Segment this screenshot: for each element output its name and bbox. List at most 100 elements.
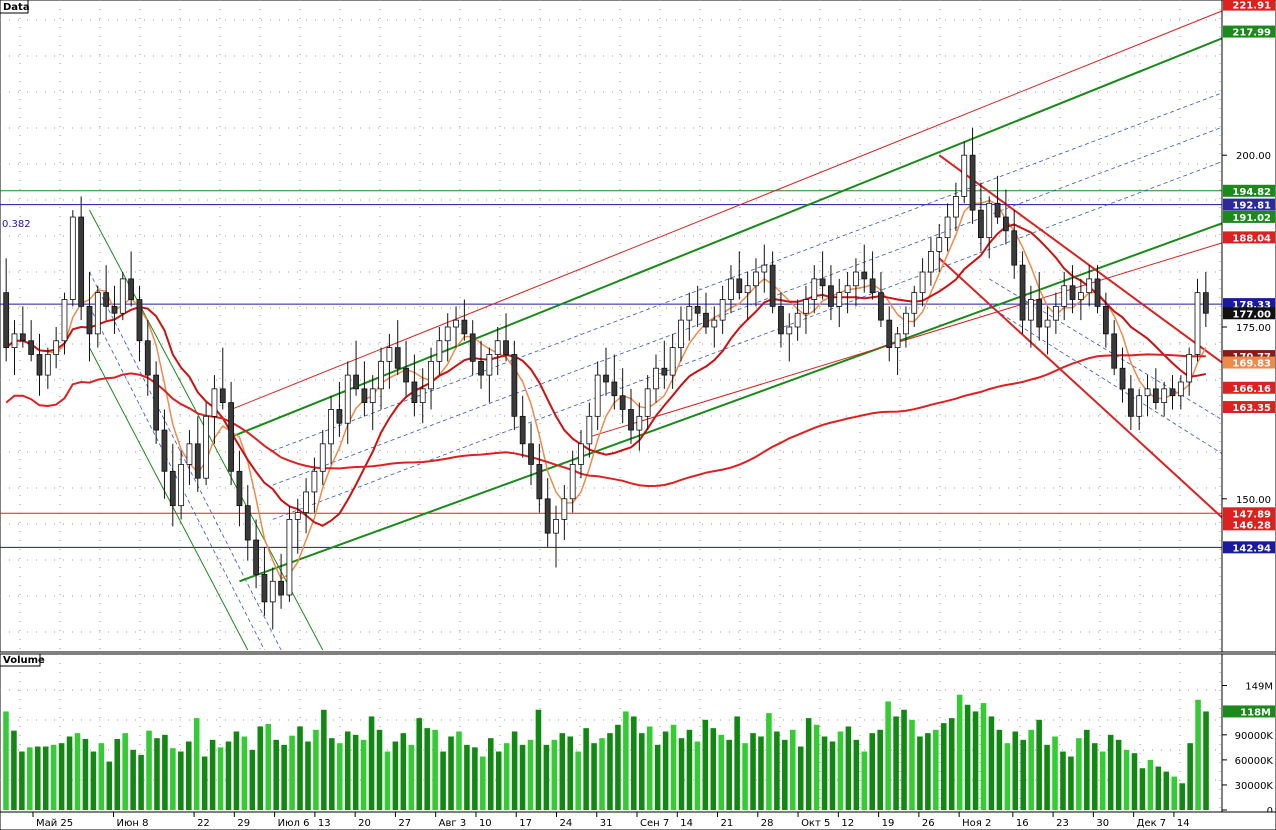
candle-body xyxy=(1177,381,1184,397)
volume-bar xyxy=(360,739,367,810)
price-marker-label: 178.33 xyxy=(1232,300,1271,311)
date-axis-frame xyxy=(0,811,1276,830)
volume-bars[interactable] xyxy=(3,694,1209,810)
candle-body xyxy=(444,326,451,342)
candle-body xyxy=(1077,292,1084,300)
volume-bar xyxy=(66,736,73,810)
volume-bar xyxy=(329,738,335,810)
volume-bar xyxy=(638,733,645,810)
candle-body xyxy=(286,519,293,596)
candle-body xyxy=(919,271,926,294)
candle-body xyxy=(1194,292,1201,355)
candle-body xyxy=(944,216,951,239)
volume-bar xyxy=(305,741,311,810)
candle-body xyxy=(94,292,101,335)
candle-body xyxy=(844,285,851,294)
candle-body xyxy=(486,354,493,376)
date-tick-label: 26 xyxy=(922,818,935,829)
candle-body xyxy=(1036,299,1043,328)
volume-bar xyxy=(464,744,470,810)
candle-body xyxy=(811,278,818,300)
volume-bar xyxy=(1155,766,1162,810)
date-tick-labels: Май 25 Июн 8 22 29 Июл 6 13 20 27 Авг 3 10 17 24 31 С… xyxy=(32,812,1190,829)
volume-bar xyxy=(948,718,955,810)
date-tick-label: Май 25 xyxy=(36,818,73,829)
volume-bar xyxy=(782,739,788,810)
candle-body xyxy=(1086,278,1093,294)
candle-body xyxy=(528,443,534,465)
candle-body xyxy=(261,574,268,603)
date-axis[interactable]: Май 25 Июн 8 22 29 Июл 6 13 20 27 Авг 3 10 17 24 31 С… xyxy=(0,811,1276,830)
date-tick-label: 27 xyxy=(398,818,411,829)
volume-panel-title: Volume xyxy=(3,655,45,666)
price-marker-box xyxy=(1223,307,1275,320)
volume-bar xyxy=(98,743,105,810)
price-panel[interactable] xyxy=(0,0,1240,653)
candlesticks[interactable] xyxy=(3,127,1209,630)
candle-body xyxy=(711,319,718,328)
candle-body xyxy=(569,464,576,500)
channel-up-outer-lower xyxy=(589,237,1240,438)
date-tick-label: 31 xyxy=(600,818,613,829)
volume-bar xyxy=(543,744,550,810)
volume-bar xyxy=(313,729,319,810)
volume-bar xyxy=(1004,743,1011,810)
price-marker-label: 194.82 xyxy=(1232,187,1271,198)
candle-body xyxy=(86,305,93,335)
volume-bar xyxy=(567,736,574,810)
candle-body xyxy=(869,278,876,294)
candle-body xyxy=(169,470,176,507)
candle-body xyxy=(661,367,668,376)
volume-bar xyxy=(726,739,732,810)
channel-up-upper xyxy=(230,30,1240,438)
candle-body xyxy=(611,381,618,397)
date-tick-label: Ноя 2 xyxy=(962,818,991,829)
volume-bar xyxy=(1187,743,1193,810)
candle-body xyxy=(736,278,743,294)
volume-bar xyxy=(50,744,57,810)
price-axis[interactable]: 200.00 175.00 150.00 221.91 217.99 194.82 192… xyxy=(1221,0,1276,653)
candle-body xyxy=(11,333,18,349)
volume-panel-title-box: Volume xyxy=(0,653,45,667)
candle-body xyxy=(269,580,276,603)
volume-bar xyxy=(583,728,589,810)
date-tick-label: 13 xyxy=(318,818,331,829)
price-marker-box xyxy=(1223,231,1275,244)
volume-bar xyxy=(829,741,836,810)
price-marker-label: 163.35 xyxy=(1232,403,1271,414)
volume-tick-label: 90000K xyxy=(1235,731,1274,742)
candle-body xyxy=(878,292,884,321)
volume-bar xyxy=(376,729,383,810)
candle-body xyxy=(369,388,376,403)
volume-axis[interactable]: 149M90000K60000K30000K0118M xyxy=(1221,653,1276,817)
date-tick-label: 28 xyxy=(761,818,774,829)
price-panel-title-box: Data xyxy=(0,0,30,14)
volume-panel[interactable] xyxy=(0,653,1223,813)
candle-body xyxy=(1002,216,1009,232)
volume-bar xyxy=(74,733,81,810)
date-tick-label: 22 xyxy=(197,818,210,829)
volume-bar xyxy=(201,756,208,810)
candle-body xyxy=(986,202,993,239)
volume-bar xyxy=(758,736,764,810)
candle-body xyxy=(1094,278,1101,307)
price-marker-label: 188.04 xyxy=(1232,233,1271,244)
candle-body xyxy=(194,443,201,479)
volume-bar xyxy=(797,746,804,810)
candle-body xyxy=(353,374,359,390)
volume-bar xyxy=(138,754,144,810)
volume-bar xyxy=(170,748,176,810)
volume-bar xyxy=(352,734,359,810)
candle-body xyxy=(1152,388,1159,403)
date-tick-label: 19 xyxy=(882,818,895,829)
volume-bar xyxy=(511,731,518,810)
candle-body xyxy=(928,251,934,273)
date-tick-label: 21 xyxy=(721,818,734,829)
candle-body xyxy=(561,498,568,520)
volume-bar xyxy=(432,729,438,810)
volume-bar xyxy=(734,716,740,810)
candle-body xyxy=(1061,285,1068,307)
volume-bar xyxy=(1012,731,1019,810)
